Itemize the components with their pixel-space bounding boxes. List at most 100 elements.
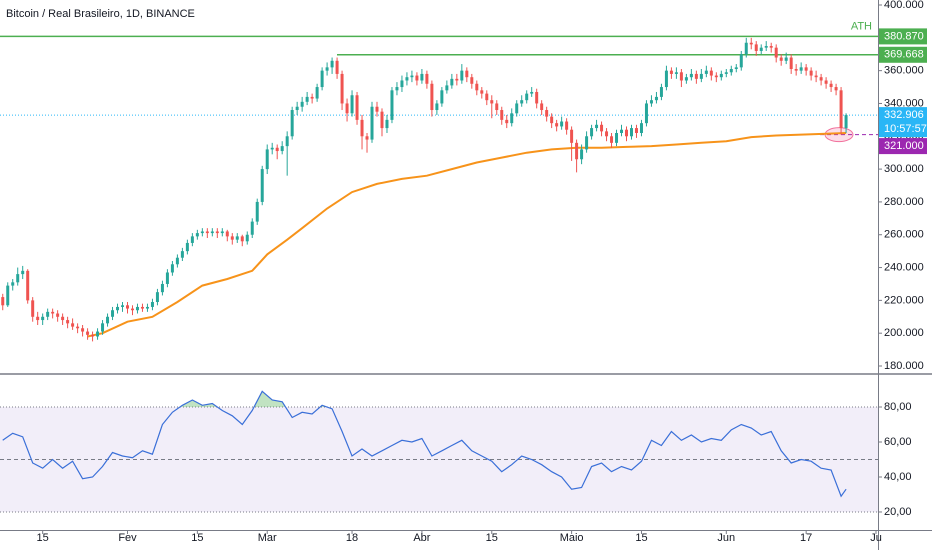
candle-body bbox=[370, 106, 374, 140]
price-label-box bbox=[879, 138, 927, 155]
candle-body bbox=[510, 113, 514, 124]
candle-body bbox=[764, 46, 768, 48]
candle-body bbox=[440, 90, 444, 104]
candle-body bbox=[265, 149, 269, 170]
candle-body bbox=[111, 310, 115, 317]
candle-body bbox=[535, 91, 539, 104]
x-tick-label: Ju bbox=[870, 532, 882, 544]
candle-body bbox=[46, 311, 50, 317]
candle-body bbox=[585, 136, 589, 150]
candle-body bbox=[335, 60, 339, 74]
candle-body bbox=[495, 103, 499, 111]
candle-body bbox=[804, 67, 808, 71]
candle-body bbox=[674, 72, 678, 74]
candle-body bbox=[240, 236, 244, 242]
rsi-y-tick-label: 40,00 bbox=[884, 471, 912, 483]
candle-body bbox=[325, 67, 329, 71]
candle-body bbox=[420, 73, 424, 81]
candle-body bbox=[405, 77, 409, 81]
candle-body bbox=[629, 128, 633, 137]
candle-body bbox=[470, 77, 474, 84]
candle-body bbox=[699, 73, 703, 79]
candle-body bbox=[86, 331, 90, 335]
candle-body bbox=[255, 201, 259, 222]
candle-body bbox=[734, 67, 738, 70]
candle-body bbox=[355, 95, 359, 120]
candle-body bbox=[425, 73, 429, 84]
price-label-box bbox=[879, 46, 927, 63]
candle-body bbox=[125, 305, 129, 309]
candle-body bbox=[230, 236, 234, 240]
x-tick-label: Mar bbox=[258, 532, 277, 544]
candle-body bbox=[435, 103, 439, 111]
candle-body bbox=[669, 70, 673, 74]
candle-body bbox=[270, 147, 274, 150]
moving-average bbox=[87, 132, 847, 338]
candle-body bbox=[235, 236, 239, 240]
candle-body bbox=[774, 47, 778, 58]
candle-body bbox=[360, 119, 364, 137]
candle-body bbox=[225, 231, 229, 237]
price-label: 380.870 bbox=[884, 30, 924, 42]
candle-body bbox=[130, 308, 134, 311]
candle-body bbox=[789, 57, 793, 70]
candle-body bbox=[91, 334, 95, 337]
candle-body bbox=[11, 282, 15, 286]
candle-body bbox=[195, 233, 199, 237]
candle-body bbox=[485, 93, 489, 101]
candle-body bbox=[190, 236, 194, 243]
x-tick-label: 15 bbox=[191, 532, 203, 544]
price-label: 332.906 bbox=[884, 109, 924, 121]
candle-body bbox=[659, 87, 663, 97]
candle-body bbox=[21, 270, 25, 275]
candle-body bbox=[664, 70, 668, 88]
candle-body bbox=[475, 83, 479, 91]
candle-body bbox=[345, 103, 349, 114]
candle-body bbox=[101, 323, 105, 332]
candle-body bbox=[285, 136, 289, 147]
candle-body bbox=[639, 123, 643, 133]
candle-body bbox=[310, 96, 314, 99]
candle-body bbox=[6, 285, 10, 306]
candle-body bbox=[260, 169, 264, 202]
candle-body bbox=[679, 72, 683, 81]
candle-body bbox=[160, 283, 164, 293]
candle-body bbox=[704, 70, 708, 74]
price-label-box bbox=[879, 107, 927, 138]
candle-body bbox=[450, 78, 454, 86]
candle-body bbox=[689, 73, 693, 78]
candle-body bbox=[615, 132, 619, 143]
candle-body bbox=[784, 57, 788, 61]
y-tick-label: 360.000 bbox=[884, 65, 924, 77]
candle-body bbox=[600, 124, 604, 132]
x-tick-label: Abr bbox=[413, 532, 430, 544]
candle-body bbox=[400, 80, 404, 88]
candle-body bbox=[550, 116, 554, 124]
candle-body bbox=[340, 73, 344, 104]
candle-body bbox=[380, 111, 384, 129]
candle-body bbox=[375, 106, 379, 112]
candle-body bbox=[66, 320, 70, 324]
candle-body bbox=[290, 110, 294, 137]
candle-body bbox=[96, 331, 100, 337]
candle-body bbox=[121, 305, 125, 307]
candle-body bbox=[729, 69, 733, 73]
candle-body bbox=[625, 129, 628, 137]
candle-body bbox=[490, 100, 494, 104]
rsi-y-tick-label: 20,00 bbox=[884, 506, 912, 518]
candle-body bbox=[480, 90, 484, 94]
candle-body bbox=[1, 297, 5, 306]
y-tick-label: 300.000 bbox=[884, 163, 924, 175]
candle-body bbox=[714, 75, 718, 78]
candle-body bbox=[305, 96, 309, 102]
candle-body bbox=[565, 121, 569, 130]
y-tick-label: 220.000 bbox=[884, 294, 924, 306]
x-tick-label: 15 bbox=[635, 532, 647, 544]
candle-body bbox=[250, 221, 254, 235]
candle-body bbox=[844, 115, 848, 129]
candle-body bbox=[610, 136, 614, 143]
candle-body bbox=[580, 149, 584, 160]
y-tick-label: 400.000 bbox=[884, 0, 924, 11]
